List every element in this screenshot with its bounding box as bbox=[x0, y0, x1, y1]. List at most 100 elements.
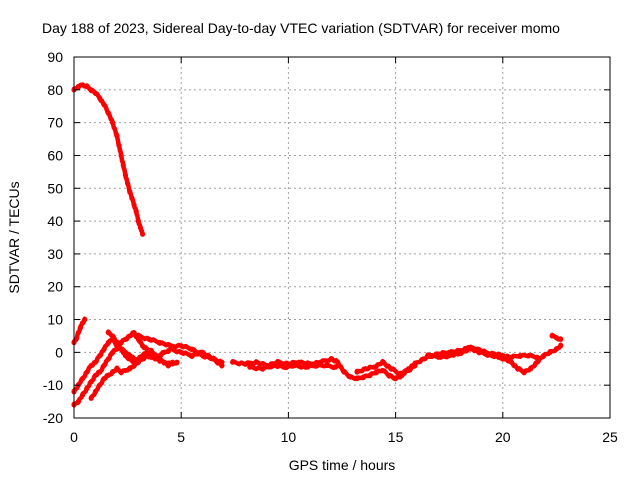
y-tick-label: 10 bbox=[47, 312, 63, 328]
data-point bbox=[114, 339, 120, 346]
data-point bbox=[135, 356, 141, 362]
data-point bbox=[483, 349, 489, 355]
data-point bbox=[75, 83, 81, 90]
data-point bbox=[97, 382, 103, 388]
y-tick-label: 90 bbox=[47, 49, 63, 65]
data-point bbox=[97, 95, 103, 101]
data-point bbox=[347, 374, 354, 380]
data-point bbox=[332, 364, 339, 370]
data-point bbox=[118, 369, 124, 375]
series-band-b2 bbox=[247, 362, 339, 372]
y-tick-label: 20 bbox=[47, 279, 63, 295]
data-point bbox=[131, 330, 137, 336]
data-point bbox=[354, 369, 360, 375]
data-point bbox=[558, 343, 564, 349]
data-point bbox=[170, 359, 176, 365]
data-point bbox=[92, 359, 99, 365]
grid-layer bbox=[74, 57, 610, 418]
data-point bbox=[131, 359, 137, 365]
data-point bbox=[328, 356, 334, 362]
data-point bbox=[157, 357, 163, 364]
data-point bbox=[189, 346, 195, 352]
data-point bbox=[178, 343, 184, 349]
data-point bbox=[73, 336, 79, 342]
data-point bbox=[88, 395, 94, 401]
data-point bbox=[508, 354, 514, 360]
data-point bbox=[260, 366, 266, 372]
data-point bbox=[97, 369, 103, 375]
data-point bbox=[101, 346, 107, 352]
y-tick-label: 50 bbox=[47, 180, 63, 196]
data-point bbox=[388, 366, 394, 372]
data-point bbox=[84, 385, 90, 392]
data-point bbox=[105, 330, 111, 336]
data-point bbox=[129, 195, 135, 201]
data-point bbox=[324, 362, 330, 369]
series-high-arc bbox=[71, 82, 146, 237]
data-point bbox=[292, 362, 298, 369]
data-point bbox=[354, 376, 360, 382]
chart-title: Day 188 of 2023, Sidereal Day-to-day VTE… bbox=[42, 20, 560, 36]
data-point bbox=[474, 346, 480, 352]
data-point bbox=[105, 356, 111, 362]
data-point bbox=[540, 353, 547, 359]
data-point bbox=[137, 225, 144, 231]
x-tick-label: 25 bbox=[602, 429, 618, 445]
data-point bbox=[253, 359, 259, 365]
data-point bbox=[405, 367, 412, 374]
data-point bbox=[122, 367, 129, 374]
x-tick-label: 15 bbox=[388, 429, 404, 445]
y-axis-label: SDTVAR / TECUs bbox=[6, 181, 22, 293]
data-point bbox=[247, 364, 253, 370]
series-band-c bbox=[412, 342, 564, 376]
data-point bbox=[135, 218, 141, 224]
data-point bbox=[553, 334, 560, 341]
data-point bbox=[500, 353, 506, 359]
data-point bbox=[446, 349, 452, 355]
data-point bbox=[281, 364, 287, 370]
data-point bbox=[457, 348, 463, 354]
y-tick-label: -20 bbox=[43, 410, 63, 426]
data-point bbox=[144, 349, 150, 355]
data-point bbox=[313, 362, 319, 369]
data-point bbox=[558, 336, 564, 342]
x-tick-label: 0 bbox=[70, 429, 78, 445]
data-point bbox=[393, 376, 399, 382]
data-point bbox=[412, 361, 418, 367]
x-tick-label: 10 bbox=[281, 429, 297, 445]
x-tick-label: 20 bbox=[495, 429, 511, 445]
data-point bbox=[122, 172, 129, 178]
data-point bbox=[242, 361, 249, 367]
data-point bbox=[127, 366, 133, 372]
data-point bbox=[425, 353, 431, 359]
series-line bbox=[71, 82, 145, 237]
data-point bbox=[534, 354, 540, 360]
series-low-left-c bbox=[88, 348, 171, 401]
y-tick-label: -10 bbox=[43, 377, 63, 393]
data-point bbox=[82, 316, 88, 323]
data-point bbox=[84, 83, 90, 90]
data-point bbox=[549, 333, 555, 339]
data-point bbox=[189, 353, 195, 359]
data-point bbox=[161, 349, 167, 355]
data-point bbox=[210, 356, 216, 362]
data-point bbox=[101, 362, 107, 369]
data-point bbox=[140, 231, 146, 237]
data-point bbox=[88, 362, 94, 369]
data-point bbox=[135, 333, 141, 339]
series-band-center-b bbox=[167, 345, 225, 365]
data-point bbox=[118, 152, 124, 159]
data-point bbox=[131, 202, 137, 208]
data-point bbox=[116, 143, 122, 149]
data-point bbox=[219, 359, 225, 365]
data-point bbox=[360, 374, 367, 380]
data-point bbox=[88, 87, 94, 93]
data-point bbox=[140, 343, 146, 349]
data-point bbox=[380, 359, 386, 365]
y-tick-label: 30 bbox=[47, 246, 63, 262]
data-point bbox=[75, 398, 81, 405]
data-point bbox=[114, 133, 120, 139]
data-point bbox=[174, 359, 180, 365]
